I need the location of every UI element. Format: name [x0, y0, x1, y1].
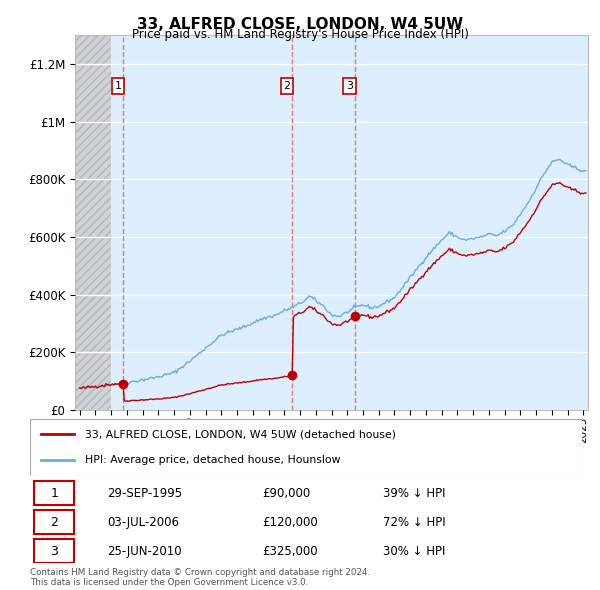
Text: 2: 2 — [50, 516, 58, 529]
Text: HPI: Average price, detached house, Hounslow: HPI: Average price, detached house, Houn… — [85, 455, 341, 465]
FancyBboxPatch shape — [30, 419, 582, 475]
Text: 2: 2 — [283, 81, 290, 91]
Text: 33, ALFRED CLOSE, LONDON, W4 5UW: 33, ALFRED CLOSE, LONDON, W4 5UW — [137, 17, 463, 31]
Text: 33, ALFRED CLOSE, LONDON, W4 5UW (detached house): 33, ALFRED CLOSE, LONDON, W4 5UW (detach… — [85, 429, 396, 439]
FancyBboxPatch shape — [34, 481, 74, 505]
Text: 3: 3 — [50, 545, 58, 558]
Text: 3: 3 — [346, 81, 353, 91]
Text: Price paid vs. HM Land Registry's House Price Index (HPI): Price paid vs. HM Land Registry's House … — [131, 28, 469, 41]
Text: 72% ↓ HPI: 72% ↓ HPI — [383, 516, 446, 529]
Text: 29-SEP-1995: 29-SEP-1995 — [107, 487, 182, 500]
Text: 1: 1 — [50, 487, 58, 500]
Text: 1: 1 — [115, 81, 121, 91]
Text: 30% ↓ HPI: 30% ↓ HPI — [383, 545, 446, 558]
Text: 25-JUN-2010: 25-JUN-2010 — [107, 545, 182, 558]
FancyBboxPatch shape — [34, 510, 74, 535]
Text: £120,000: £120,000 — [262, 516, 317, 529]
Text: Contains HM Land Registry data © Crown copyright and database right 2024.
This d: Contains HM Land Registry data © Crown c… — [30, 568, 370, 587]
FancyBboxPatch shape — [34, 539, 74, 563]
Text: £90,000: £90,000 — [262, 487, 310, 500]
Text: 03-JUL-2006: 03-JUL-2006 — [107, 516, 179, 529]
Text: 39% ↓ HPI: 39% ↓ HPI — [383, 487, 446, 500]
Text: £325,000: £325,000 — [262, 545, 317, 558]
